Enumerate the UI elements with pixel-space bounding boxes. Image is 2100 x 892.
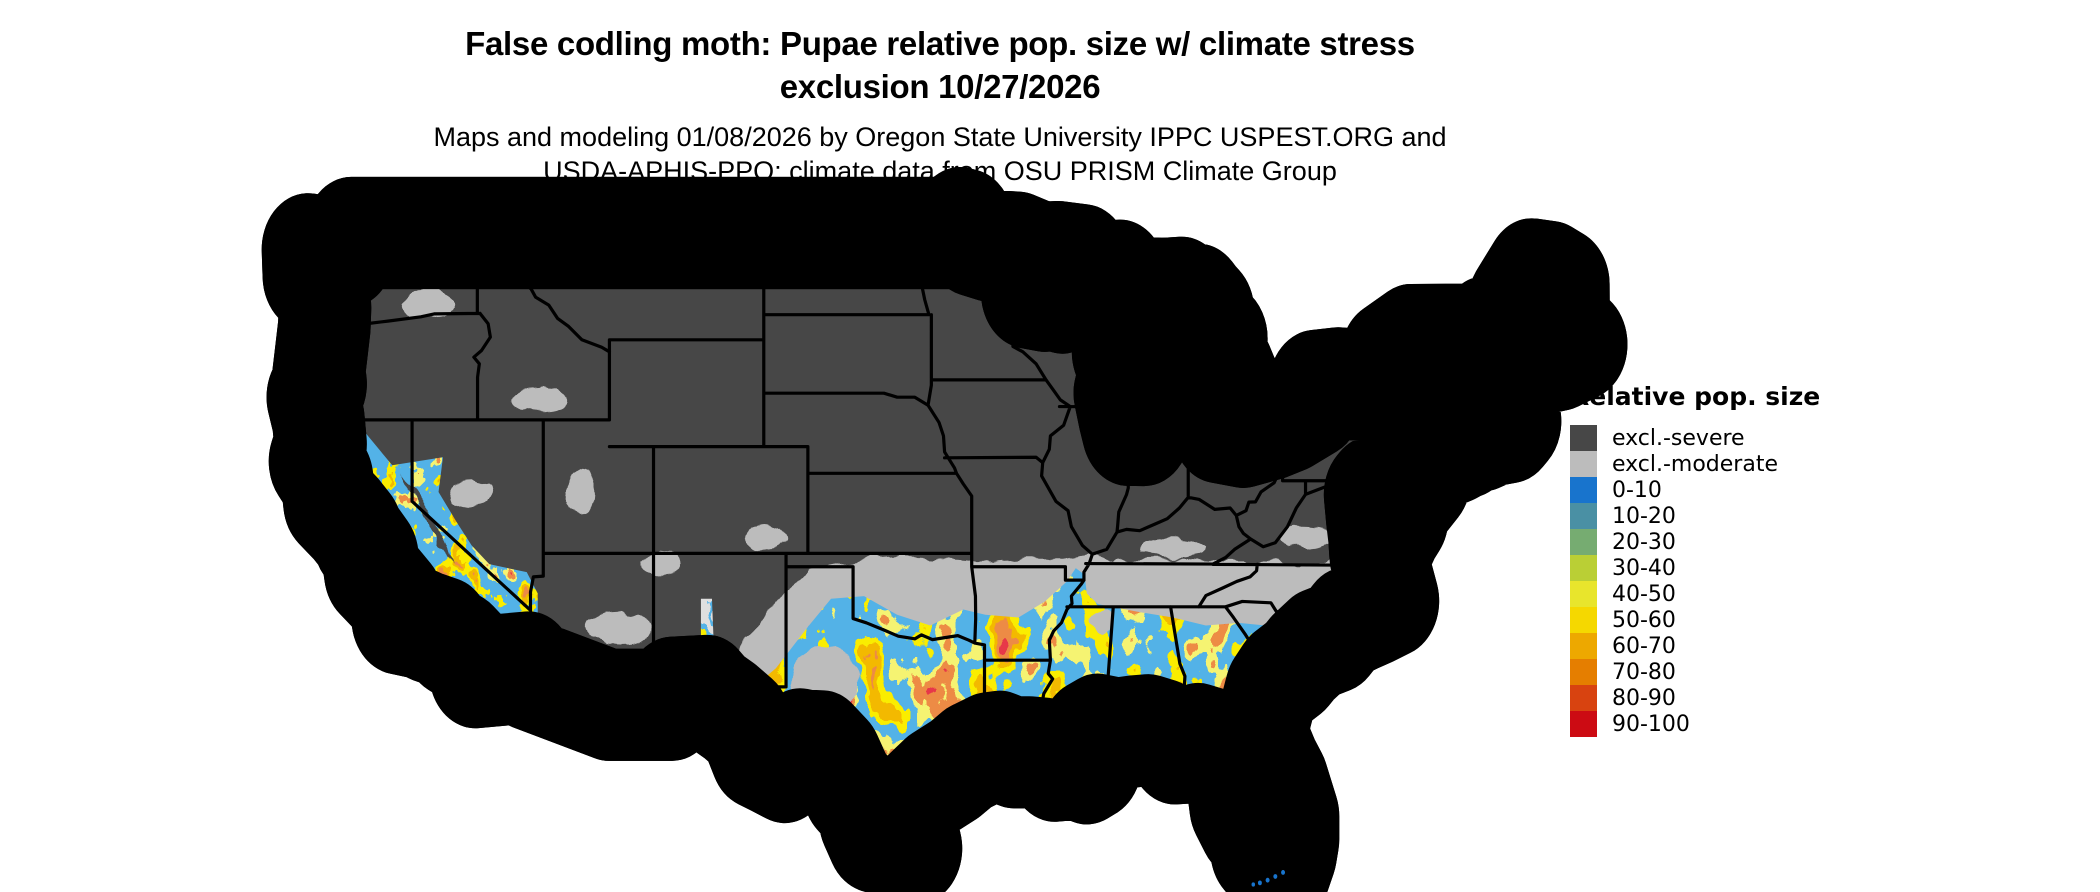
legend-label: 60-70 bbox=[1612, 633, 1676, 659]
legend-label: 90-100 bbox=[1612, 711, 1690, 737]
legend-item: 0-10 bbox=[1570, 477, 1820, 503]
legend: Relative pop. size excl.-severe excl.-mo… bbox=[1570, 382, 1820, 737]
legend-item: 50-60 bbox=[1570, 607, 1820, 633]
legend-rows: excl.-severe excl.-moderate 0-10 10-20 2… bbox=[1570, 425, 1820, 737]
excluded-moderate-pocket-ms bbox=[1090, 610, 1115, 635]
florida-keys bbox=[1251, 870, 1286, 887]
page-subtitle-line1: Maps and modeling 01/08/2026 by Oregon S… bbox=[433, 122, 1447, 152]
page-title-line1: False codling moth: Pupae relative pop. … bbox=[465, 25, 1415, 62]
legend-label: 40-50 bbox=[1612, 581, 1676, 607]
legend-item: 70-80 bbox=[1570, 659, 1820, 685]
legend-label: excl.-moderate bbox=[1612, 451, 1778, 477]
page-title-line2: exclusion 10/27/2026 bbox=[779, 68, 1101, 105]
legend-label: 50-60 bbox=[1612, 607, 1676, 633]
legend-title: Relative pop. size bbox=[1570, 382, 1821, 411]
legend-swatch bbox=[1570, 555, 1597, 581]
legend-swatch bbox=[1570, 633, 1597, 659]
legend-item: excl.-severe bbox=[1570, 425, 1820, 451]
legend-label: 0-10 bbox=[1612, 477, 1662, 503]
legend-item: 30-40 bbox=[1570, 555, 1820, 581]
legend-label: excl.-severe bbox=[1612, 425, 1745, 451]
legend-label: 70-80 bbox=[1612, 659, 1676, 685]
legend-item: excl.-moderate bbox=[1570, 451, 1820, 477]
legend-item: 90-100 bbox=[1570, 711, 1820, 737]
legend-item: 20-30 bbox=[1570, 529, 1820, 555]
legend-item: 10-20 bbox=[1570, 503, 1820, 529]
legend-item: 40-50 bbox=[1570, 581, 1820, 607]
legend-swatch bbox=[1570, 685, 1597, 711]
legend-label: 10-20 bbox=[1612, 503, 1676, 529]
legend-swatch bbox=[1570, 451, 1597, 477]
legend-item: 80-90 bbox=[1570, 685, 1820, 711]
legend-swatch bbox=[1570, 477, 1597, 503]
legend-item: 60-70 bbox=[1570, 633, 1820, 659]
legend-label: 30-40 bbox=[1612, 555, 1676, 581]
legend-label: 20-30 bbox=[1612, 529, 1676, 555]
legend-swatch bbox=[1570, 711, 1597, 737]
legend-swatch bbox=[1570, 425, 1597, 451]
population-raster-west bbox=[307, 238, 554, 674]
legend-swatch bbox=[1570, 659, 1597, 685]
legend-swatch bbox=[1570, 581, 1597, 607]
legend-swatch bbox=[1570, 529, 1597, 555]
legend-swatch bbox=[1570, 607, 1597, 633]
legend-swatch bbox=[1570, 503, 1597, 529]
legend-label: 80-90 bbox=[1612, 685, 1676, 711]
excluded-moderate-patches bbox=[316, 255, 1384, 646]
